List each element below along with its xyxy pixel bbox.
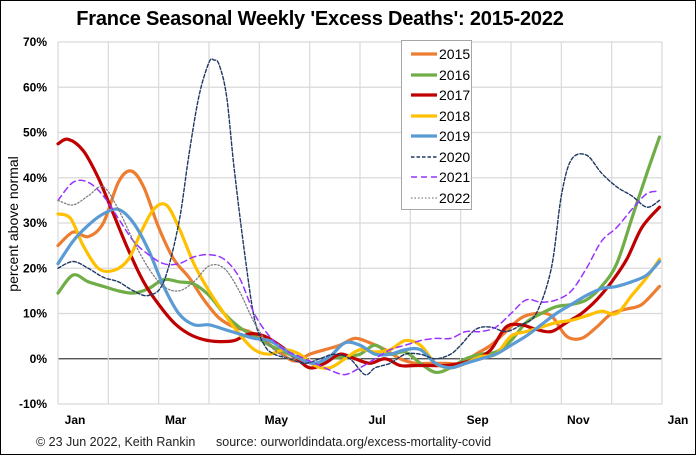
series-line-2021 xyxy=(57,179,661,376)
y-tick-label: 20% xyxy=(23,261,47,275)
legend-item-2015: 2015 xyxy=(402,44,471,64)
legend-swatch-icon xyxy=(411,134,437,138)
source-text: source: ourworldindata.org/excess-mortal… xyxy=(216,435,492,449)
legend-swatch-icon xyxy=(411,113,437,118)
legend-label: 2016 xyxy=(439,66,471,83)
legend-swatch-icon xyxy=(411,155,437,158)
y-tick-label: 70% xyxy=(23,35,47,49)
x-tick-label: May xyxy=(265,413,289,427)
series-lines xyxy=(56,58,662,376)
x-tick-label: Sep xyxy=(467,413,489,427)
legend-swatch-icon xyxy=(411,72,437,77)
legend-label: 2015 xyxy=(439,46,471,62)
x-axis-ticks: Jan Mar May Jul Sep Nov Jan xyxy=(65,413,689,427)
legend-item-2022: 2022 xyxy=(402,188,471,208)
legend-item-2019: 2019 xyxy=(402,126,471,146)
legend-swatch-icon xyxy=(411,176,437,178)
legend-swatch-icon xyxy=(411,52,437,56)
series-line-2020 xyxy=(57,58,661,376)
legend-swatch-icon xyxy=(411,196,437,199)
legend-swatch-icon xyxy=(411,93,437,97)
y-tick-label: 40% xyxy=(23,171,47,185)
legend-item-2016: 2016 xyxy=(402,65,471,85)
x-tick-label: Mar xyxy=(165,413,187,427)
x-tick-label: Jul xyxy=(368,413,385,427)
chart-title: France Seasonal Weekly 'Excess Deaths': … xyxy=(76,8,564,30)
gridlines xyxy=(57,41,663,405)
series-line-2018 xyxy=(56,202,662,370)
series-line-2022 xyxy=(57,185,301,360)
series-line-2017 xyxy=(56,137,662,370)
legend-item-2020: 2020 xyxy=(402,147,471,167)
y-tick-label: 30% xyxy=(23,216,47,230)
y-tick-label: -10% xyxy=(19,397,47,411)
legend: 2015 2016 2017 2018 2019 2020 2021 2022 xyxy=(401,40,472,210)
legend-label: 2017 xyxy=(439,87,471,103)
credit-text: © 23 Jun 2022, Keith Rankin xyxy=(36,435,196,449)
y-tick-label: 10% xyxy=(23,307,47,321)
legend-item-2017: 2017 xyxy=(402,85,471,105)
y-tick-label: 60% xyxy=(23,80,47,94)
legend-item-2021: 2021 xyxy=(402,167,471,187)
legend-label: 2018 xyxy=(439,107,471,124)
x-tick-label: Jan xyxy=(65,413,86,427)
y-axis-ticks: 70% 60% 50% 40% 30% 20% 10% 0% -10% xyxy=(19,35,47,411)
series-line-2015 xyxy=(56,169,662,366)
series-line-2019 xyxy=(56,207,662,370)
legend-item-2018: 2018 xyxy=(402,106,471,126)
legend-label: 2022 xyxy=(439,189,471,206)
legend-label: 2020 xyxy=(439,148,471,165)
y-axis-label: percent above normal xyxy=(5,156,21,291)
x-tick-label: Nov xyxy=(567,413,590,427)
y-tick-label: 50% xyxy=(23,126,47,140)
y-tick-label: 0% xyxy=(30,352,48,366)
legend-label: 2021 xyxy=(439,169,471,185)
x-tick-label: Jan xyxy=(668,413,689,427)
legend-label: 2019 xyxy=(439,128,471,144)
